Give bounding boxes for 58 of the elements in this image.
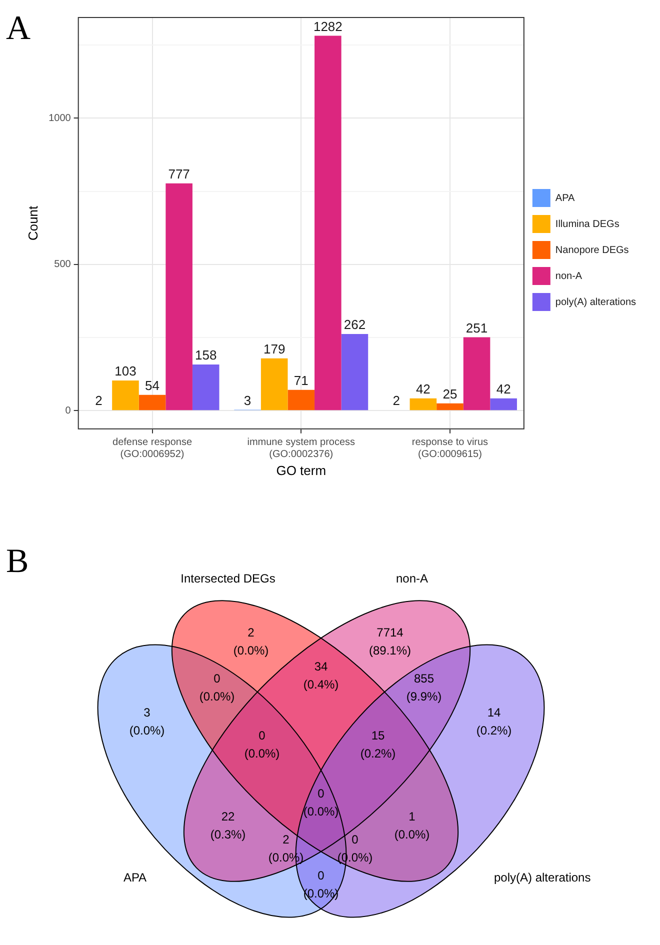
category-label: poly(A) alterations	[494, 870, 591, 884]
bar	[341, 334, 368, 410]
x-tick-label: immune system process (GO:0002376)	[247, 437, 356, 460]
bar	[288, 390, 315, 410]
data-label: 25	[442, 386, 458, 402]
data-label: 251	[466, 320, 488, 336]
data-label: 54	[145, 378, 160, 393]
y-axis-title: Count	[25, 205, 40, 241]
data-label: 1282	[313, 18, 342, 34]
data-label: 42	[496, 381, 511, 396]
text: 855 (9.9%)	[406, 671, 442, 704]
text: 15 (0.2%)	[360, 728, 396, 760]
legend-label: Illumina DEGs	[555, 218, 620, 230]
x-tick-label: defense response (GO:0006952)	[112, 437, 192, 460]
text: 2 (0.0%)	[233, 625, 269, 658]
data-label: 179	[263, 341, 286, 356]
chart-title: A	[6, 10, 31, 47]
bar	[314, 36, 342, 410]
text: 0 (0.0%)	[244, 728, 280, 760]
text: 0 (0.0%)	[199, 671, 235, 704]
category-label: APA	[123, 870, 147, 884]
bar	[138, 394, 166, 410]
bar	[112, 380, 139, 410]
legend-label: APA	[555, 192, 576, 204]
category-label: Intersected DEGs	[180, 571, 276, 586]
data-label: 2	[95, 393, 102, 408]
text: B	[6, 543, 29, 580]
data-label: 158	[195, 348, 217, 363]
bar	[166, 183, 192, 410]
y-tick-label: 0	[65, 405, 72, 416]
legend-label: non-A	[555, 270, 582, 282]
text: 0 (0.0%)	[303, 786, 339, 818]
data-label: 42	[416, 381, 430, 396]
legend-label: poly(A) alterations	[555, 296, 636, 308]
x-tick-label: response to virus (GO:0009615)	[412, 437, 488, 460]
data-label: 103	[114, 364, 136, 379]
bar	[260, 358, 288, 410]
data-label: 3	[244, 392, 252, 408]
text: 7714 (89.1%)	[368, 625, 412, 658]
bar	[463, 337, 490, 410]
text: 14 (0.2%)	[476, 705, 512, 738]
category-label: non-A	[396, 571, 428, 586]
bar	[490, 398, 517, 410]
text: 3 (0.0%)	[129, 705, 165, 738]
text: 34 (0.4%)	[303, 659, 339, 692]
data-label: 777	[168, 166, 190, 182]
bar	[192, 364, 220, 410]
legend-label: Nanopore DEGs	[555, 244, 629, 256]
y-tick-label: 500	[54, 259, 72, 270]
x-axis-title: GO term	[276, 462, 326, 478]
text: 22 (0.3%)	[210, 809, 246, 842]
y-tick-label: 1000	[48, 112, 72, 124]
data-label: 2	[392, 393, 400, 408]
data-label: 71	[294, 372, 308, 388]
text: 1 (0.0%)	[394, 809, 430, 842]
bar	[410, 398, 437, 410]
data-label: 262	[344, 317, 366, 332]
bar	[436, 403, 464, 410]
